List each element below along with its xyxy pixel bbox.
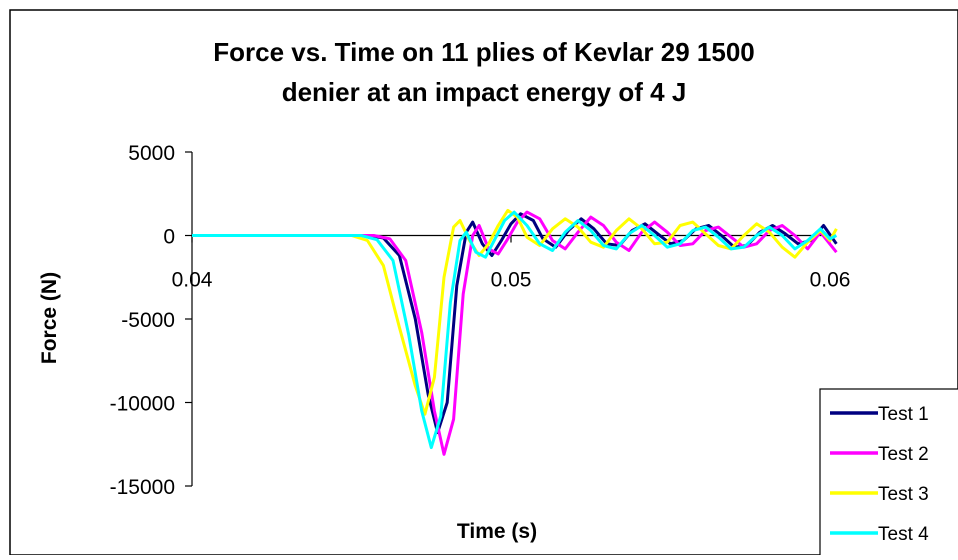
legend-label-test-4: Test 4	[878, 524, 929, 545]
chart-frame	[9, 9, 958, 556]
chart-title-line1: Force vs. Time on 11 plies of Kevlar 29 …	[213, 37, 754, 67]
x-tick-label: 0.05	[491, 269, 532, 292]
y-tick-label: -5000	[121, 309, 175, 332]
series-line-test-4	[192, 210, 838, 450]
y-tick-label: -10000	[110, 393, 175, 416]
y-tick-label: -15000	[110, 476, 175, 499]
y-tick-label: 5000	[128, 142, 175, 165]
x-axis-label: Time (s)	[457, 520, 537, 543]
chart-title-line2: denier at an impact energy of 4 J	[282, 77, 687, 107]
legend-label-test-1: Test 1	[878, 404, 929, 425]
legend-label-test-3: Test 3	[878, 484, 929, 505]
legend-label-test-2: Test 2	[878, 444, 929, 465]
y-axis-label: Force (N)	[38, 272, 61, 364]
x-tick-label: 0.04	[172, 269, 213, 292]
legend: Test 1 Test 2 Test 3 Test 4	[819, 388, 958, 558]
series-line-test-3	[192, 208, 838, 416]
y-tick-label: 0	[163, 226, 175, 249]
x-tick-label: 0.06	[810, 269, 851, 292]
series-layer	[192, 208, 838, 456]
legend-box	[819, 388, 958, 558]
